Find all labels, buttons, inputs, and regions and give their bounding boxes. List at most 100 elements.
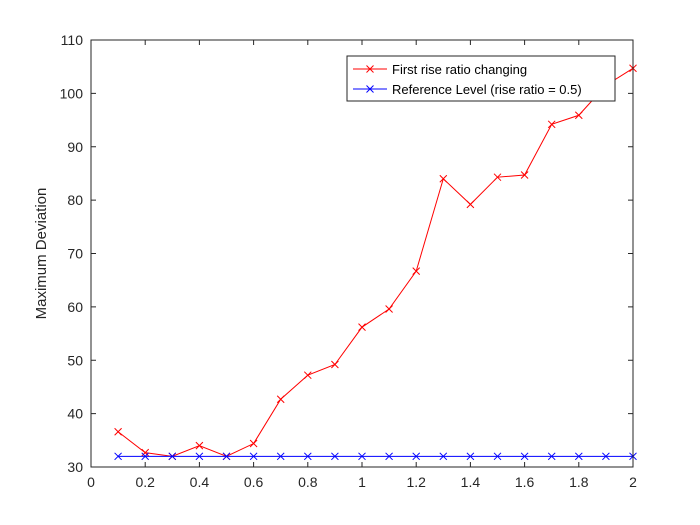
data-point — [195, 452, 204, 461]
x-tick-label: 0.8 — [298, 474, 318, 490]
data-point — [168, 452, 177, 461]
data-point — [520, 171, 529, 179]
x-tick-label: 0.6 — [244, 474, 264, 490]
marker-stroke — [195, 452, 204, 461]
y-axis-label: Maximum Deviation — [33, 188, 50, 320]
marker-stroke — [366, 65, 374, 73]
series-layer — [114, 64, 637, 461]
marker-stroke — [358, 452, 366, 461]
data-point — [385, 305, 393, 313]
y-tick-label: 50 — [67, 352, 83, 368]
legend-marker — [366, 65, 374, 73]
marker-stroke — [493, 452, 502, 461]
data-point — [412, 267, 421, 275]
marker-stroke — [303, 452, 312, 461]
marker-stroke — [412, 267, 421, 275]
marker-stroke — [439, 174, 448, 183]
marker-stroke — [276, 395, 285, 404]
legend-entries: First rise ratio changing Reference Level… — [353, 62, 582, 97]
marker-stroke — [439, 452, 448, 461]
marker-stroke — [547, 120, 556, 129]
data-point — [358, 323, 366, 332]
x-tick-label: 1.8 — [569, 474, 589, 490]
legend-entry-2: Reference Level (rise ratio = 0.5) — [353, 82, 582, 97]
marker-stroke — [574, 111, 583, 120]
y-tick-label: 110 — [61, 32, 84, 48]
marker-stroke — [331, 452, 339, 461]
marker-stroke — [547, 452, 556, 461]
marker-stroke — [114, 452, 122, 461]
marker-stroke — [602, 452, 610, 461]
x-tick-label: 2 — [629, 474, 637, 490]
y-tick-label: 90 — [67, 139, 83, 155]
marker-stroke — [249, 439, 258, 448]
x-tick-label: 0.4 — [190, 474, 210, 490]
series-line — [117, 67, 634, 457]
marker-stroke — [366, 85, 374, 93]
data-point — [547, 452, 556, 461]
legend: First rise ratio changing Reference Level… — [346, 55, 616, 102]
marker-stroke — [574, 452, 583, 461]
marker-stroke — [466, 200, 475, 209]
data-point — [141, 448, 150, 457]
data-point — [547, 120, 556, 129]
marker-stroke — [520, 171, 529, 179]
marker-stroke — [141, 448, 150, 457]
data-point — [493, 452, 502, 461]
data-point — [222, 452, 231, 461]
y-tick-label: 80 — [67, 192, 83, 208]
data-point — [439, 174, 448, 183]
marker-stroke — [222, 452, 231, 461]
x-tick-label: 1.6 — [515, 474, 535, 490]
marker-stroke — [385, 305, 393, 313]
legend-label: First rise ratio changing — [392, 62, 527, 77]
marker-stroke — [303, 371, 312, 380]
data-point — [303, 371, 312, 380]
legend-marker — [366, 85, 374, 93]
tick-layer: 0 0.2 0.4 0.6 0.8 1 1.2 1.4 1.6 1.8 2 30 40 50 60 70 80 9… — [60, 32, 637, 490]
y-tick-label: 60 — [67, 299, 83, 315]
legend-box — [346, 55, 616, 102]
data-point — [520, 452, 529, 461]
data-point — [602, 452, 610, 461]
data-point — [114, 452, 122, 461]
plot-area — [91, 40, 633, 467]
marker-stroke — [358, 323, 366, 332]
x-tick-label: 1.4 — [461, 474, 481, 490]
marker-stroke — [385, 452, 393, 461]
x-tick-label: 1 — [358, 474, 366, 490]
y-tick-label: 70 — [67, 246, 83, 262]
marker-stroke — [466, 452, 475, 461]
data-point — [114, 427, 122, 436]
data-point — [276, 395, 285, 404]
data-point — [439, 452, 448, 461]
data-point — [574, 111, 583, 120]
data-point — [249, 452, 258, 461]
data-point — [331, 360, 339, 369]
marker-stroke — [520, 452, 529, 461]
legend-entry-1: First rise ratio changing — [353, 62, 527, 77]
marker-stroke — [331, 360, 339, 369]
marker-stroke — [276, 452, 285, 461]
data-point — [385, 452, 393, 461]
data-point — [466, 452, 475, 461]
y-tick-label: 100 — [60, 85, 84, 101]
data-point — [276, 452, 285, 461]
data-point — [466, 200, 475, 209]
x-tick-label: 0 — [87, 474, 95, 490]
y-tick-label: 40 — [67, 406, 83, 422]
data-point — [303, 452, 312, 461]
x-tick-label: 1.2 — [406, 474, 426, 490]
marker-stroke — [141, 452, 150, 461]
data-point — [249, 439, 258, 448]
marker-stroke — [493, 173, 502, 182]
marker-stroke — [412, 452, 421, 461]
marker-stroke — [114, 427, 122, 436]
data-point — [141, 452, 150, 461]
data-point — [358, 452, 366, 461]
data-point — [412, 452, 421, 461]
data-point — [195, 441, 204, 450]
x-tick-label: 0.2 — [135, 474, 155, 490]
data-point — [493, 173, 502, 182]
